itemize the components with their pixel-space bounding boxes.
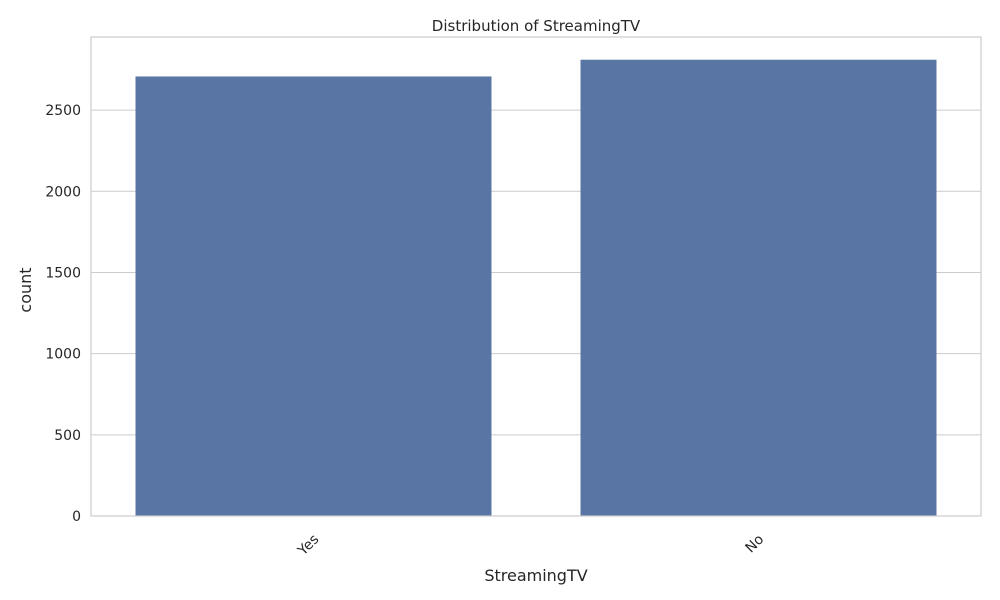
y-tick-label: 1000 [45, 347, 81, 363]
x-axis-label: StreamingTV [484, 566, 587, 585]
y-tick-label: 2000 [45, 184, 81, 200]
y-tick-label: 0 [72, 509, 81, 525]
bar-yes [135, 76, 492, 517]
bars [135, 59, 937, 517]
x-tick-label: No [743, 532, 768, 557]
x-tick-label: Yes [294, 532, 322, 560]
chart-title: Distribution of StreamingTV [432, 17, 641, 35]
y-tick-labels: 0 500 1000 1500 2000 2500 [45, 103, 81, 525]
bar-no [580, 59, 937, 516]
plot-frame [90, 36, 982, 517]
y-tick-label: 500 [54, 428, 81, 444]
y-axis-label: count [16, 267, 35, 312]
y-tick-label: 2500 [45, 103, 81, 119]
x-tick-labels: Yes No [294, 532, 767, 560]
y-tick-label: 1500 [45, 265, 81, 281]
